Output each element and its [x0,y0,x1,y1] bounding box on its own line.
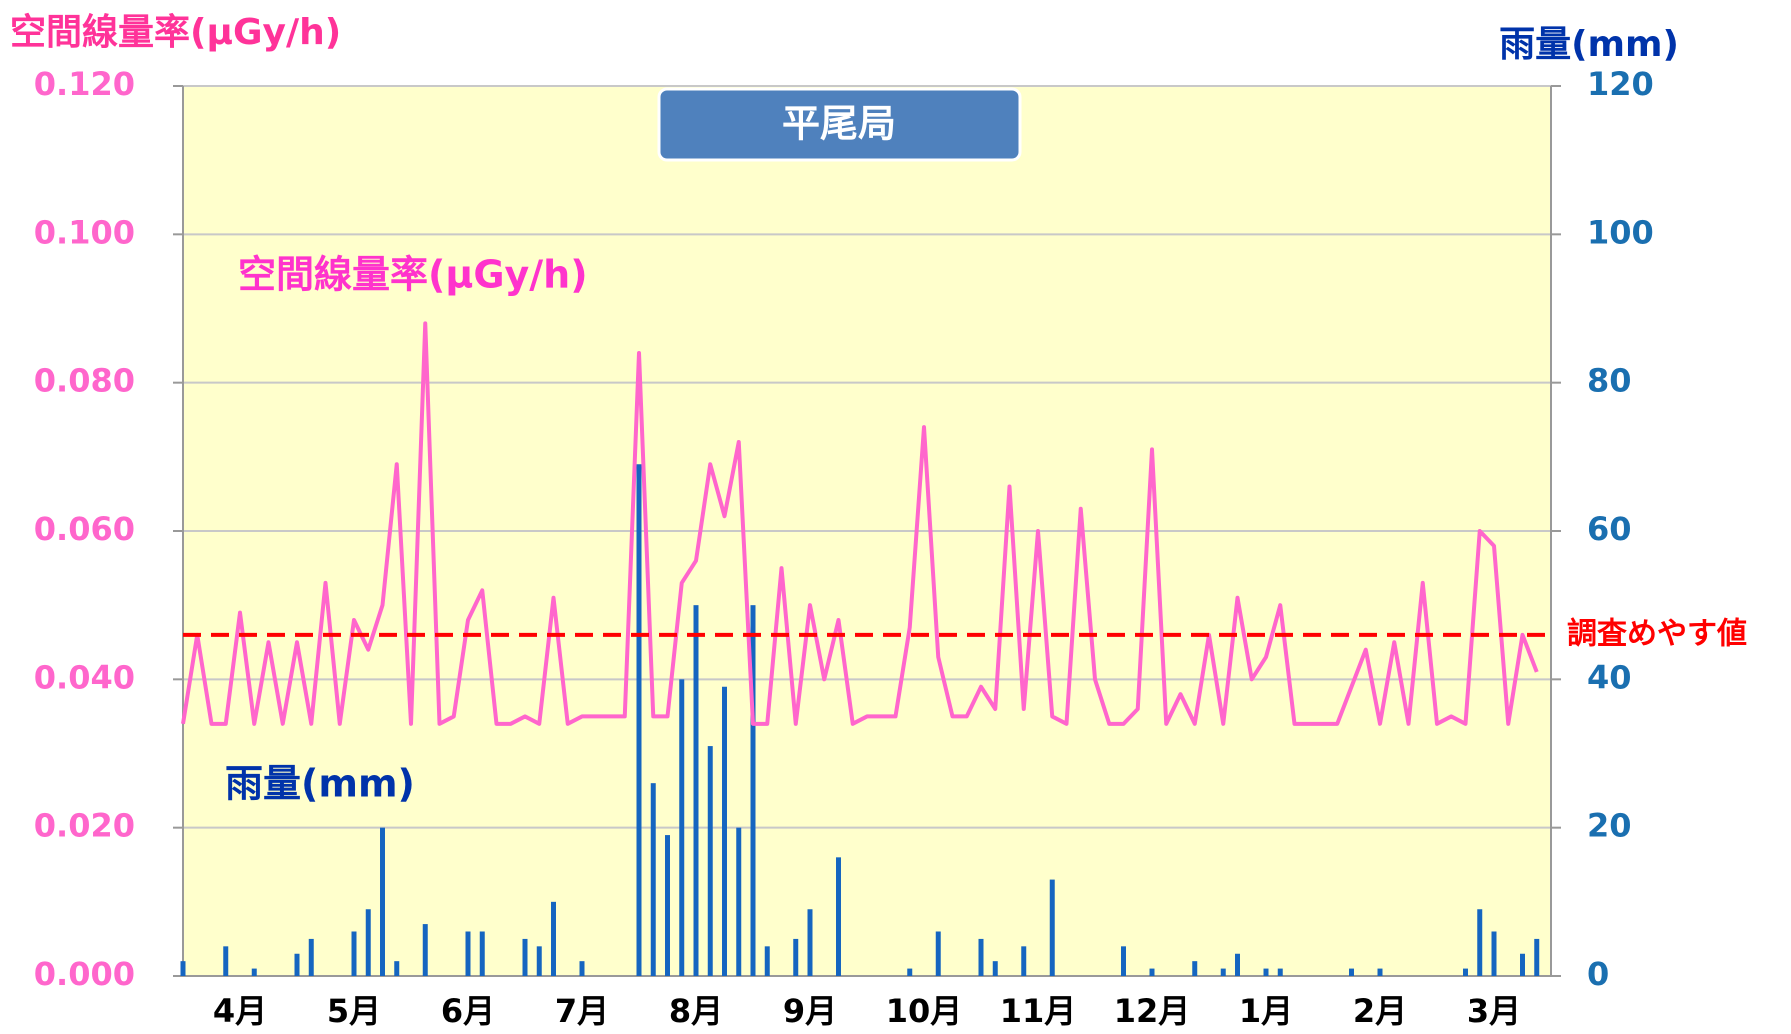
rain-bar [394,961,400,976]
x-tick-label: 9月 [783,992,837,1030]
x-tick-label: 11月 [1000,992,1077,1030]
y-tick-label: 0.020 [34,807,135,845]
rain-bar [380,827,385,976]
x-tick-label: 1月 [1239,992,1293,1030]
dose-line [181,321,1539,726]
rain-bar [180,961,186,976]
rain-bar [1121,946,1126,976]
rain-bar [764,946,770,976]
rain-bar [1534,938,1540,976]
x-tick-label: 5月 [327,992,381,1030]
y-tick-label: 0.060 [34,510,135,548]
rain-bar [351,931,357,976]
y-tick-label: 0.080 [34,362,135,400]
rain-bar [1149,968,1155,976]
chart-title: 平尾局 [782,102,896,146]
rain-bar [465,931,471,976]
rain-bar [650,783,656,976]
y2-axis-title: 雨量(mm) [1499,24,1679,65]
rain-bar [1192,961,1198,976]
rain-bar [693,605,699,976]
rain-bar [536,946,542,976]
x-tick-label: 2月 [1353,992,1407,1030]
rain-bar [807,909,813,976]
rain-bar [308,938,314,976]
y2-tick-label: 100 [1587,213,1654,251]
rain-bar [679,679,685,976]
y2-tick-label: 120 [1587,65,1654,103]
rain-bar [1491,931,1497,976]
series-label: 空間線量率(μGy/h) [238,253,588,297]
rain-bar [636,464,642,976]
threshold-label: 調査めやす値 [1567,616,1747,651]
series-label: 雨量(mm) [225,762,415,806]
rain-bar [1021,946,1027,976]
y-tick-label: 0.040 [34,658,135,696]
y2-tick-label: 20 [1587,807,1632,845]
rain-bar [1377,968,1383,976]
rain-bar [479,931,485,976]
rain-bar [1263,968,1269,976]
rain-bar [935,931,941,976]
x-tick-label: 12月 [1114,992,1191,1030]
y-axis-title: 空間線量率(μGy/h) [10,12,341,53]
x-tick-label: 6月 [441,992,495,1030]
rain-bar [978,938,984,976]
rain-bar [294,953,300,976]
rain-bar [1463,968,1468,976]
rain-bar [251,968,257,976]
rain-bar [907,968,913,976]
rain-bar [722,686,727,976]
rain-bar [522,938,528,976]
y2-tick-label: 0 [1587,955,1609,993]
rain-bar [1049,879,1055,976]
x-tick-label: 10月 [886,992,963,1030]
y2-tick-label: 40 [1587,658,1632,696]
title-box [657,87,1022,162]
rain-bar [1235,953,1240,976]
rain-bar [1477,909,1483,976]
rain-bar [1349,968,1354,976]
rain-bar [707,746,713,976]
rain-bar [750,605,756,976]
rain-bar [579,961,585,976]
x-tick-label: 8月 [669,992,723,1030]
rain-bar [793,938,799,976]
rain-bar [551,901,556,976]
x-tick-label: 4月 [213,992,267,1030]
x-tick-label: 3月 [1467,992,1521,1030]
rain-bar [992,961,998,976]
rain-bar [736,827,742,976]
rain-bar [365,909,371,976]
y2-tick-label: 80 [1587,362,1632,400]
rain-bar [1520,953,1525,976]
x-tick-label: 7月 [555,992,609,1030]
rain-bar [1277,968,1283,976]
rain-bar [422,924,428,976]
marks [173,85,1561,977]
y-tick-label: 0.000 [34,955,135,993]
rain-bar [836,857,841,976]
rain-bar [1220,968,1226,976]
y-tick-label: 0.100 [34,213,135,251]
y2-tick-label: 60 [1587,510,1632,548]
rain-bar [665,835,670,976]
y-tick-label: 0.120 [34,65,135,103]
rain-bar [223,946,229,976]
